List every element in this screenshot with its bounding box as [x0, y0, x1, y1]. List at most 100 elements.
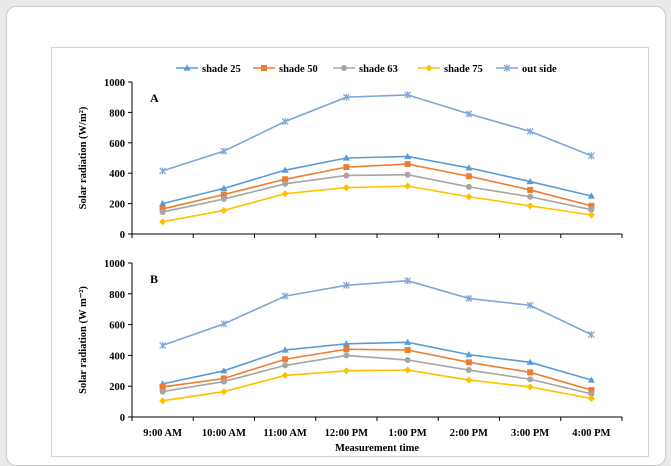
data-point [587, 152, 595, 160]
legend-label: shade 63 [359, 64, 398, 75]
data-point [159, 167, 167, 175]
y-axis-title: Solar radiation (W m⁻²) [78, 286, 89, 394]
data-point [465, 110, 473, 118]
data-point [587, 376, 595, 383]
series-shade-75 [159, 182, 595, 226]
legend: shade 25 shade 50 shade 63 shade 75 out side [176, 64, 557, 75]
panel-label: B [150, 272, 158, 286]
data-point [220, 196, 227, 203]
series-shade-50 [159, 161, 595, 212]
x-tick-label: 10:00 AM [202, 428, 246, 439]
data-point [282, 180, 289, 187]
data-point [159, 205, 166, 212]
legend-item: shade 63 [333, 64, 398, 75]
data-point [404, 357, 411, 364]
data-point [526, 202, 534, 210]
legend-label: out side [522, 64, 557, 75]
data-point [465, 193, 473, 201]
data-point [220, 320, 228, 328]
data-point [404, 182, 412, 190]
data-point [465, 359, 472, 366]
data-point [282, 356, 289, 363]
series-out-side [159, 91, 595, 175]
data-point [220, 191, 227, 198]
data-point [159, 388, 166, 395]
legend-marker [503, 64, 511, 72]
legend-item: out side [496, 64, 557, 75]
data-point [404, 277, 412, 285]
data-point [465, 294, 473, 302]
data-point [159, 218, 167, 226]
series-line [162, 155, 592, 205]
data-point [587, 395, 595, 403]
x-tick-label: 2:00 PM [450, 428, 488, 439]
series-shade-63 [159, 171, 595, 215]
data-point [220, 388, 228, 396]
legend-item: shade 50 [253, 64, 318, 75]
series-line [162, 173, 592, 213]
data-point [343, 164, 350, 171]
x-tick-label: 1:00 PM [389, 428, 427, 439]
data-point [404, 161, 411, 168]
solar-radiation-chart: shade 25 shade 50 shade 63 shade 75 out side… [78, 64, 623, 454]
data-point [588, 206, 595, 213]
data-point [404, 171, 411, 178]
data-point [342, 184, 350, 192]
data-point [527, 186, 534, 193]
data-point [281, 346, 289, 353]
y-tick-label: 200 [109, 200, 125, 211]
data-point [159, 383, 166, 390]
data-point [404, 338, 412, 345]
series-shade-50 [159, 346, 595, 394]
data-point [526, 358, 534, 365]
legend-item: shade 75 [418, 64, 483, 75]
x-tick-label: 12:00 PM [325, 428, 369, 439]
series-shade-25 [159, 152, 595, 207]
series-line [162, 94, 592, 172]
data-point [587, 331, 595, 339]
data-point [588, 390, 595, 397]
data-point [588, 202, 595, 209]
legend-marker [261, 65, 267, 71]
y-tick-label: 400 [109, 169, 125, 180]
data-point [465, 351, 473, 358]
y-tick-label: 800 [109, 108, 125, 119]
y-axis-title: Solar radiation (W/m²) [78, 106, 89, 209]
data-point [342, 93, 350, 101]
data-point [526, 177, 534, 185]
series-line [162, 348, 592, 391]
chart-panel-b: 0 200 400 600 800 1000 B Solar radiation (W m⁻²… [78, 259, 623, 424]
y-tick-label: 1000 [104, 78, 125, 89]
y-tick-label: 600 [109, 321, 125, 332]
series-shade-25 [159, 338, 595, 387]
data-point [220, 184, 228, 191]
data-point [527, 376, 534, 383]
data-point [281, 292, 289, 300]
legend-label: shade 50 [279, 64, 318, 75]
data-point [282, 362, 289, 369]
data-point [526, 383, 534, 391]
data-point [159, 208, 166, 215]
data-point [343, 352, 350, 359]
series-line [162, 369, 592, 402]
data-point [159, 341, 167, 349]
data-point [220, 147, 228, 155]
data-point [465, 183, 472, 190]
data-point [465, 376, 473, 384]
legend-label: shade 75 [444, 64, 483, 75]
data-point [342, 281, 350, 289]
series-line [162, 354, 592, 395]
data-point [281, 166, 289, 173]
series-out-side [159, 277, 595, 349]
y-tick-label: 1000 [104, 259, 125, 270]
y-tick-label: 400 [109, 351, 125, 362]
data-point [220, 378, 227, 385]
data-point [281, 371, 289, 379]
x-tick-label: 11:00 AM [263, 428, 307, 439]
legend-marker [341, 65, 347, 71]
data-point [404, 366, 412, 374]
data-point [281, 118, 289, 126]
chart-panel-a: 0 200 400 600 800 1000 A Solar radiation (W/m²) [78, 78, 623, 241]
data-point [526, 301, 534, 309]
series-line [162, 185, 592, 223]
